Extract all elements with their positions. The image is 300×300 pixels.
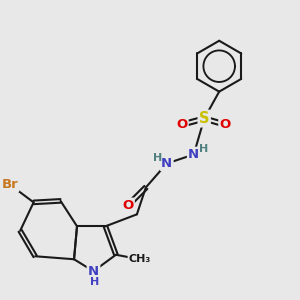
Text: O: O — [122, 199, 134, 212]
Text: O: O — [176, 118, 188, 131]
Text: H: H — [199, 144, 208, 154]
Text: S: S — [199, 111, 209, 126]
Text: N: N — [188, 148, 199, 161]
Text: N: N — [88, 265, 99, 278]
Text: O: O — [220, 118, 231, 131]
Text: CH₃: CH₃ — [129, 254, 151, 264]
Text: Br: Br — [1, 178, 18, 191]
Text: H: H — [90, 277, 100, 287]
Text: H: H — [153, 153, 162, 163]
Text: N: N — [161, 157, 172, 170]
